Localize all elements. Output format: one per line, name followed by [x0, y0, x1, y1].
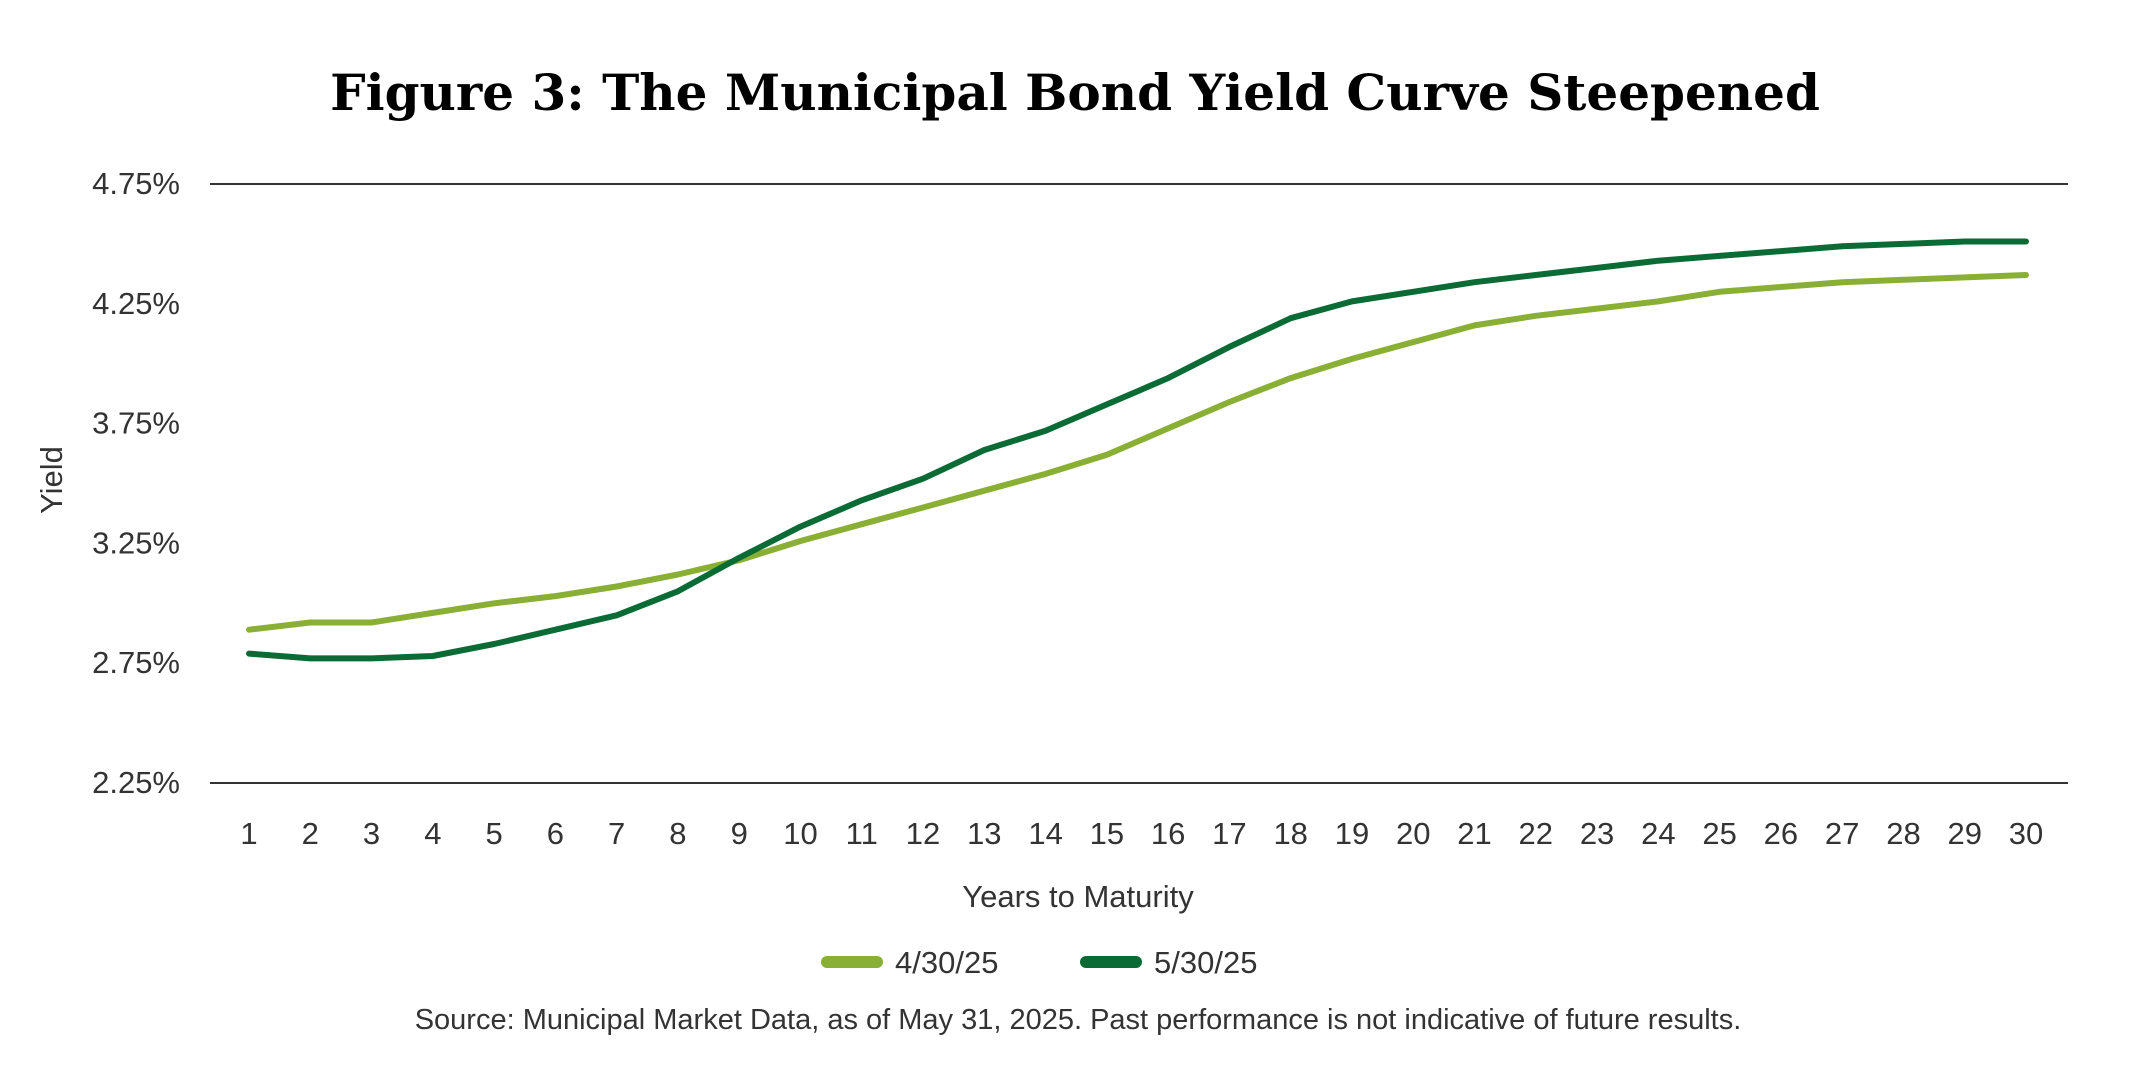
x-tick-label: 29: [1947, 816, 1981, 851]
x-tick-label: 9: [731, 816, 748, 851]
series-lines: [246, 238, 2029, 662]
x-tick-label: 17: [1212, 816, 1246, 851]
x-tick-label: 6: [547, 816, 564, 851]
y-tick-label: 3.25%: [92, 525, 180, 560]
x-tick-label: 19: [1335, 816, 1369, 851]
x-tick-label: 4: [424, 816, 441, 851]
y-tick-label: 2.75%: [92, 645, 180, 680]
legend-label-1: 4/30/25: [895, 945, 998, 980]
x-tick-label: 11: [846, 816, 878, 851]
x-tick-labels: 1 2 3 4 5 6 7 8 9 10 11 12 13 14 15 16 17 18 19 20 21 22 23 24 2…: [240, 816, 2043, 851]
x-tick-label: 14: [1028, 816, 1062, 851]
y-tick-labels: 2.25% 2.75% 3.25% 3.75% 4.25% 4.75%: [92, 166, 180, 800]
series-line-1: [246, 272, 2029, 633]
y-axis-label: Yield: [34, 446, 69, 514]
y-tick-label: 2.25%: [92, 765, 180, 800]
y-tick-label: 4.75%: [92, 166, 180, 201]
y-tick-label: 4.25%: [92, 286, 180, 321]
x-tick-label: 20: [1396, 816, 1430, 851]
grid-lines: [210, 183, 2068, 784]
x-tick-label: 23: [1580, 816, 1614, 851]
chart-title: Figure 3: The Municipal Bond Yield Curve…: [330, 63, 1820, 122]
y-tick-label: 3.75%: [92, 406, 180, 441]
legend-label-2: 5/30/25: [1154, 945, 1257, 980]
x-tick-label: 15: [1090, 816, 1124, 851]
x-tick-label: 1: [240, 816, 257, 851]
x-tick-label: 22: [1519, 816, 1553, 851]
x-tick-label: 30: [2009, 816, 2043, 851]
x-tick-label: 3: [363, 816, 380, 851]
series-line-2: [246, 238, 2029, 662]
x-tick-label: 7: [608, 816, 625, 851]
x-tick-label: 18: [1273, 816, 1307, 851]
x-tick-label: 28: [1886, 816, 1920, 851]
x-axis-label: Years to Maturity: [962, 879, 1194, 914]
x-tick-label: 27: [1825, 816, 1859, 851]
x-tick-label: 21: [1457, 816, 1491, 851]
x-tick-label: 13: [967, 816, 1001, 851]
x-tick-label: 5: [485, 816, 502, 851]
x-tick-label: 12: [906, 816, 940, 851]
x-tick-label: 24: [1641, 816, 1675, 851]
x-tick-label: 26: [1764, 816, 1798, 851]
source-note: Source: Municipal Market Data, as of May…: [415, 1004, 1742, 1036]
x-tick-label: 8: [669, 816, 686, 851]
x-tick-label: 10: [783, 816, 817, 851]
legend: 4/30/25 5/30/25: [821, 945, 1257, 980]
x-tick-label: 25: [1702, 816, 1736, 851]
x-tick-label: 16: [1151, 816, 1185, 851]
x-tick-label: 2: [302, 816, 319, 851]
